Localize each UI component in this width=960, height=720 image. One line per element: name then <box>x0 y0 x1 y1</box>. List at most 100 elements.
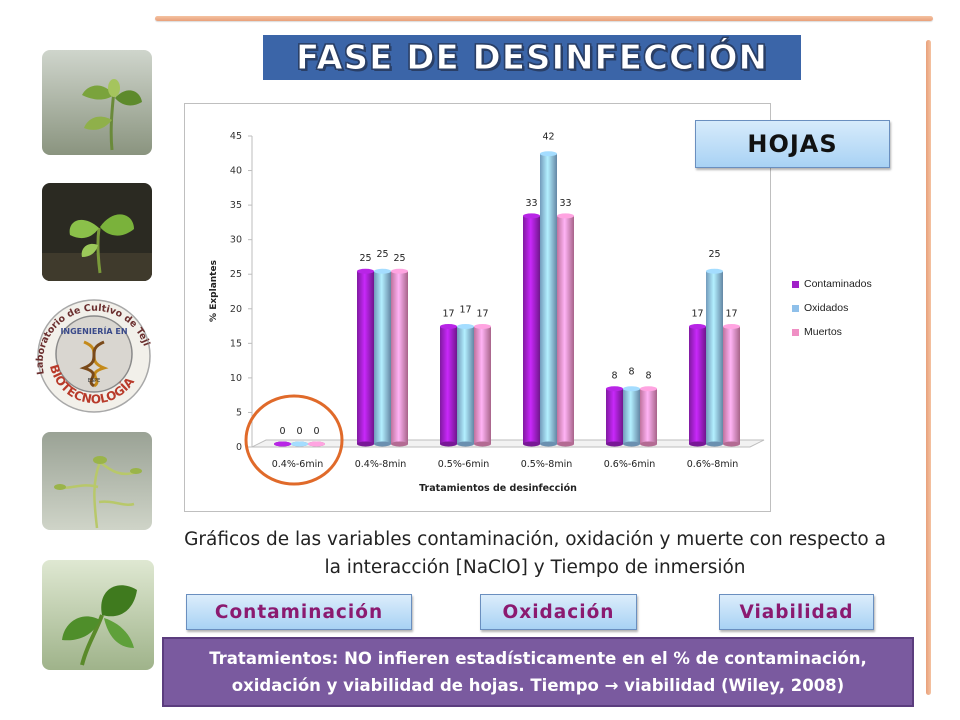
bar-body <box>557 215 574 444</box>
y-tick-label: 15 <box>230 338 242 349</box>
x-tick-label: 0.4%-6min <box>272 459 324 470</box>
bar-muertos-2 <box>474 324 491 447</box>
x-tick-label: 0.6%-6min <box>604 459 656 470</box>
legend-swatch-contaminados <box>792 280 799 288</box>
legend-item-contaminados: Contaminados <box>792 278 872 290</box>
contaminacion-button[interactable]: Contaminación <box>186 594 412 630</box>
bar-muertos-4 <box>640 386 657 447</box>
chart-floor <box>251 439 765 448</box>
bar-base <box>391 441 408 447</box>
bar-base <box>557 441 574 447</box>
viabilidad-button-label: Viabilidad <box>739 601 854 623</box>
bar-base <box>606 441 623 447</box>
y-tick-label: 0 <box>236 442 242 453</box>
data-label: 33 <box>559 198 571 209</box>
bar-contaminados-0 <box>274 441 291 447</box>
bar-top <box>557 213 574 219</box>
bar-top <box>689 324 706 330</box>
bar-top <box>474 324 491 330</box>
data-label: 0 <box>296 426 302 437</box>
bar-top <box>440 324 457 330</box>
oxidacion-button[interactable]: Oxidación <box>480 594 637 630</box>
data-label: 25 <box>708 249 720 260</box>
y-axis-title: % Explantes <box>209 260 219 322</box>
data-label: 25 <box>393 253 405 264</box>
data-label: 8 <box>645 371 651 382</box>
bar-contaminados-4 <box>606 386 623 447</box>
bar-oxidados-3 <box>540 151 557 447</box>
x-tick-label: 0.5%-8min <box>521 459 573 470</box>
highlight-circle <box>244 394 344 486</box>
data-label: 42 <box>542 132 554 143</box>
bar-oxidados-2 <box>457 324 474 447</box>
y-tick-label: 45 <box>230 131 242 142</box>
plantlet-photo-2 <box>42 183 152 281</box>
y-tick-label: 35 <box>230 200 242 211</box>
bar-top <box>274 441 291 447</box>
legend-item-muertos: Muertos <box>792 326 842 338</box>
bar-top <box>623 386 640 392</box>
bar-body <box>391 271 408 444</box>
y-tick-label: 10 <box>230 373 242 384</box>
data-label: 17 <box>476 309 488 320</box>
bar-contaminados-3 <box>523 213 540 447</box>
logo-small-text: ESPE <box>88 378 101 384</box>
bar-top <box>391 268 408 274</box>
bar-contaminados-5 <box>689 324 706 447</box>
y-tick-label: 5 <box>236 407 242 418</box>
chart-caption: Gráficos de las variables contaminación,… <box>160 526 910 582</box>
y-tick-label: 25 <box>230 269 242 280</box>
bar-body <box>640 388 657 444</box>
bar-muertos-3 <box>557 213 574 447</box>
data-label: 17 <box>725 309 737 320</box>
bar-body <box>689 326 706 444</box>
bar-top <box>357 268 374 274</box>
legend-label-oxidados: Oxidados <box>804 302 849 314</box>
bar-oxidados-5 <box>706 268 723 447</box>
bar-contaminados-1 <box>357 268 374 447</box>
top-accent-rule <box>155 16 933 21</box>
bar-top <box>374 268 391 274</box>
x-axis-title: Tratamientos de desinfección <box>419 483 577 494</box>
hojas-badge-label: HOJAS <box>747 130 838 158</box>
slide-title-text: FASE DE DESINFECCIÓN <box>296 37 768 78</box>
data-label: 17 <box>459 305 471 316</box>
bar-base <box>540 441 557 447</box>
bar-top <box>308 441 325 447</box>
bar-muertos-0 <box>308 441 325 447</box>
caption-line-2: la interacción [NaClO] y Tiempo de inmer… <box>324 557 746 578</box>
bar-base <box>357 441 374 447</box>
plantlet-photo-1 <box>42 50 152 155</box>
bar-base <box>474 441 491 447</box>
viabilidad-button[interactable]: Viabilidad <box>719 594 874 630</box>
data-label: 8 <box>628 367 634 378</box>
x-tick-label: 0.6%-8min <box>687 459 739 470</box>
bar-base <box>374 441 391 447</box>
y-tick-label: 40 <box>230 166 242 177</box>
logo-inner-text: INGENIERÍA EN <box>60 325 127 336</box>
y-tick-label: 20 <box>230 304 242 315</box>
legend-swatch-oxidados <box>792 304 799 312</box>
caption-line-1: Gráficos de las variables contaminación,… <box>184 529 886 550</box>
data-label: 33 <box>525 198 537 209</box>
legend-label-muertos: Muertos <box>804 326 842 338</box>
bar-oxidados-1 <box>374 268 391 447</box>
x-tick-label: 0.4%-8min <box>355 459 407 470</box>
legend-label-contaminados: Contaminados <box>804 278 872 290</box>
bar-base <box>457 441 474 447</box>
lab-logo: Laboratorio de Cultivo de Tejidos INGENI… <box>30 296 158 414</box>
data-label: 8 <box>611 371 617 382</box>
bar-top <box>723 324 740 330</box>
bar-contaminados-2 <box>440 324 457 447</box>
bar-top <box>640 386 657 392</box>
bar-top <box>523 213 540 219</box>
hojas-badge: HOJAS <box>695 120 890 168</box>
legend-swatch-muertos <box>792 328 799 336</box>
contaminacion-button-label: Contaminación <box>214 601 384 623</box>
bar-body <box>374 271 391 444</box>
bar-body <box>474 326 491 444</box>
conclusion-note: Tratamientos: NO infieren estadísticamen… <box>162 637 914 707</box>
bar-base <box>523 441 540 447</box>
bar-top <box>606 386 623 392</box>
